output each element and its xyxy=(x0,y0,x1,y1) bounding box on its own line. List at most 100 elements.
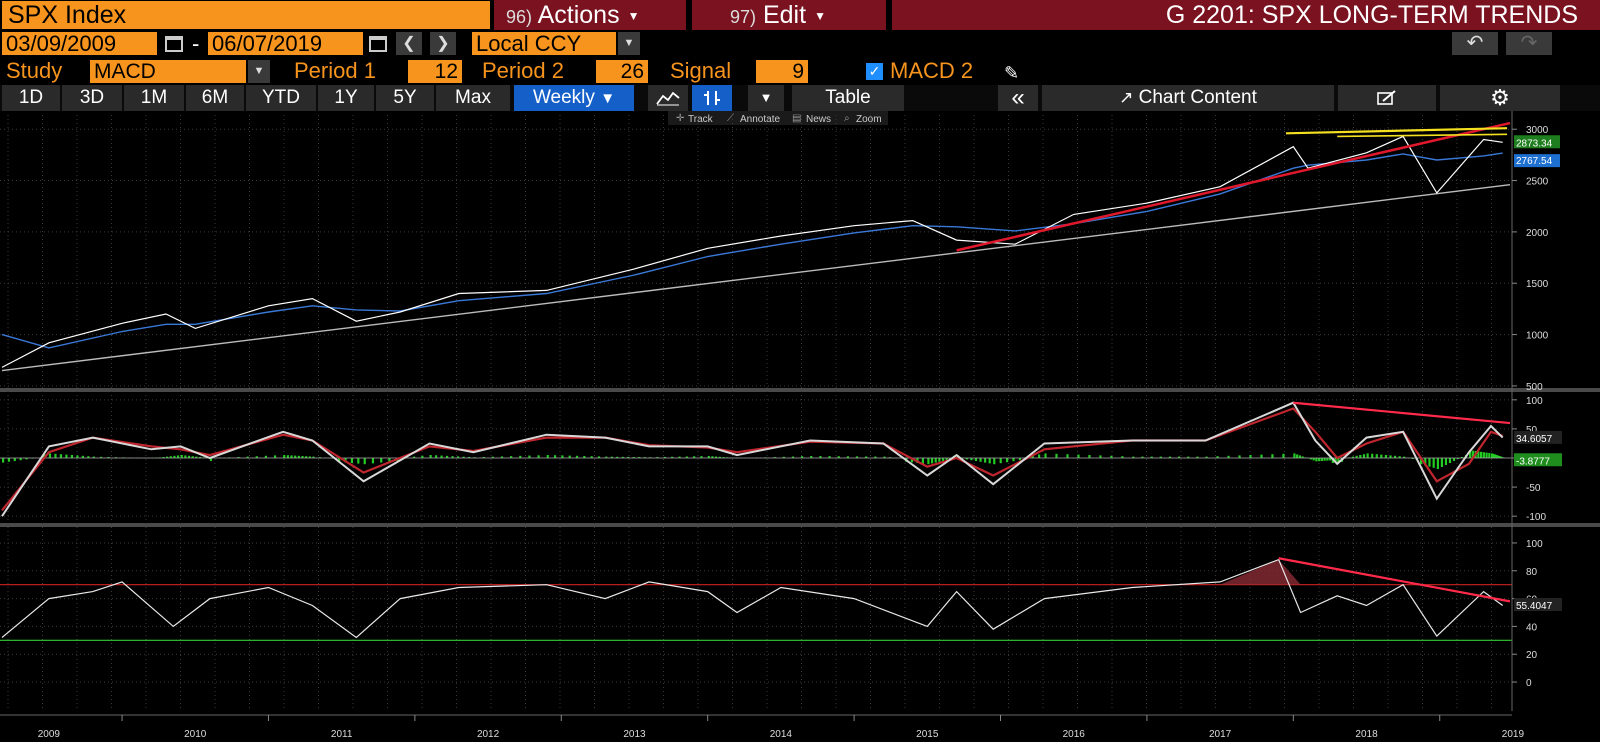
end-date-field[interactable]: 06/07/2019 xyxy=(208,32,363,55)
x-tick-label: 2016 xyxy=(1063,729,1086,740)
macd-histogram-bar xyxy=(81,455,84,458)
macd-histogram-bar xyxy=(1398,456,1401,458)
tool-annotate[interactable]: Annotate xyxy=(740,114,780,125)
tool-track[interactable]: Track xyxy=(688,114,714,125)
start-date-field[interactable]: 03/09/2009 xyxy=(2,32,157,55)
chevron-down-icon[interactable]: ▼ xyxy=(248,60,270,83)
macd-histogram-bar xyxy=(198,457,202,458)
collapse-left-icon[interactable]: « xyxy=(998,85,1038,111)
macd-histogram-bar xyxy=(467,456,471,458)
macd-histogram-bar xyxy=(462,456,465,458)
study-select[interactable]: MACD xyxy=(90,60,246,83)
range-button-max[interactable]: Max xyxy=(436,85,510,111)
frequency-select[interactable]: Weekly ▼ xyxy=(514,85,634,111)
study-parameters-bar: Study MACD ▼ Period 1 12 Period 2 26 Sig… xyxy=(0,58,1600,84)
title-bar: SPX Index 96) Actions ▼ 97) Edit ▼ G 2201:… xyxy=(0,0,1600,30)
undo-icon[interactable]: ↶ xyxy=(1452,32,1498,55)
chevron-left-icon[interactable]: ❮ xyxy=(396,32,422,55)
macd-histogram-bar xyxy=(1460,456,1464,458)
macd-histogram-bar xyxy=(1099,455,1102,458)
macd-histogram-bar xyxy=(605,456,608,458)
panel-divider xyxy=(0,523,1600,527)
calendar-icon[interactable] xyxy=(369,36,387,52)
macd-histogram-bar xyxy=(187,455,191,458)
macd-histogram-bar xyxy=(1490,453,1494,458)
macd-histogram-bar xyxy=(575,455,579,458)
actions-menu-button[interactable]: 96) Actions ▼ xyxy=(494,0,686,30)
macd-histogram-bar xyxy=(491,456,494,458)
macd-histogram-bar xyxy=(435,455,438,458)
calendar-icon[interactable] xyxy=(165,36,183,52)
last-price-label: 2873.34 xyxy=(1516,138,1553,149)
macd-histogram-bar xyxy=(25,458,28,460)
macd-histogram-bar xyxy=(1077,454,1080,458)
macd-histogram-bar xyxy=(388,458,391,462)
macd-histogram-bar xyxy=(945,458,948,461)
macd-histogram-bar xyxy=(1178,456,1181,458)
redo-icon[interactable]: ↷ xyxy=(1506,32,1552,55)
macd-histogram-bar xyxy=(546,455,549,458)
macd-histogram-bar xyxy=(1432,458,1435,468)
pencil-icon[interactable]: ✎ xyxy=(1004,63,1020,83)
macd-histogram-bar xyxy=(921,458,925,464)
range-button-1d[interactable]: 1D xyxy=(2,85,60,111)
macd-histogram-bar xyxy=(837,456,840,458)
chevron-down-icon: ▼ xyxy=(627,9,640,24)
chart-area: ✛ Track ⟋ Annotate ▤ News ⌕ Zoom 2009 201… xyxy=(0,111,1600,742)
macd-histogram-bar xyxy=(54,453,57,458)
macd-histogram-bar xyxy=(456,456,460,458)
range-button-1y[interactable]: 1Y xyxy=(318,85,374,111)
macd-histogram-bar xyxy=(180,455,183,458)
chevron-right-icon[interactable]: ❯ xyxy=(430,32,456,55)
y-tick-label: 2000 xyxy=(1526,228,1549,239)
macd-histogram-bar xyxy=(1044,453,1047,458)
actions-shortcut-number: 96) xyxy=(506,7,533,27)
range-button-5y[interactable]: 5Y xyxy=(376,85,434,111)
signal-input[interactable]: 9 xyxy=(756,60,808,83)
macd-histogram-bar xyxy=(828,456,831,458)
tool-zoom[interactable]: Zoom xyxy=(856,114,882,125)
macd-histogram-bar xyxy=(1488,453,1491,458)
signal-label: Signal xyxy=(670,58,732,83)
macd2-checkbox[interactable]: ✓ xyxy=(866,63,883,80)
macd-histogram-bar xyxy=(638,457,641,458)
range-button-3d[interactable]: 3D xyxy=(62,85,122,111)
bar-chart-icon[interactable] xyxy=(692,85,732,111)
chevron-down-icon[interactable]: ▼ xyxy=(748,85,784,111)
range-button-ytd[interactable]: YTD xyxy=(246,85,316,111)
macd-last-tag xyxy=(1514,430,1562,444)
security-ticker-field[interactable]: SPX Index xyxy=(2,1,490,29)
macd-histogram-bar xyxy=(656,457,659,458)
macd-histogram-bar xyxy=(590,456,593,458)
period2-input[interactable]: 26 xyxy=(596,60,648,83)
last-price-tag xyxy=(1514,135,1560,149)
edit-chart-icon[interactable] xyxy=(1338,85,1436,111)
range-button-1m[interactable]: 1M xyxy=(124,85,184,111)
macd-histogram-bar xyxy=(988,458,991,464)
macd-histogram-bar xyxy=(246,456,249,458)
tool-news[interactable]: News xyxy=(806,114,831,125)
period1-input[interactable]: 12 xyxy=(408,60,462,83)
range-button-6m[interactable]: 6M xyxy=(186,85,244,111)
chart-content-button[interactable]: ↗ Chart Content xyxy=(1042,85,1334,111)
table-button[interactable]: Table xyxy=(792,85,904,111)
edit-menu-button[interactable]: 97) Edit ▼ xyxy=(692,0,886,30)
macd-histogram-bar xyxy=(413,456,416,458)
macd-histogram-bar xyxy=(1132,456,1135,458)
edit-shortcut-number: 97) xyxy=(730,7,757,27)
line-chart-icon[interactable] xyxy=(648,85,688,111)
macd-histogram-bar xyxy=(711,456,714,458)
chart-panels xyxy=(0,121,1512,641)
macd-histogram-bar xyxy=(1444,458,1448,465)
resistance-line xyxy=(1337,133,1508,138)
macd-histogram-bar xyxy=(855,456,859,458)
macd-histogram-bar xyxy=(1471,450,1474,458)
zoom-icon: ⌕ xyxy=(844,113,850,124)
gear-icon[interactable]: ⚙ xyxy=(1440,85,1560,111)
macd-histogram-bar xyxy=(1366,453,1369,458)
chevron-down-icon[interactable]: ▼ xyxy=(618,32,640,55)
macd-histogram-bar xyxy=(1393,455,1397,458)
macd-histogram-bar xyxy=(1312,458,1315,461)
x-tick-label: 2011 xyxy=(331,729,353,740)
currency-select[interactable]: Local CCY xyxy=(472,32,616,55)
